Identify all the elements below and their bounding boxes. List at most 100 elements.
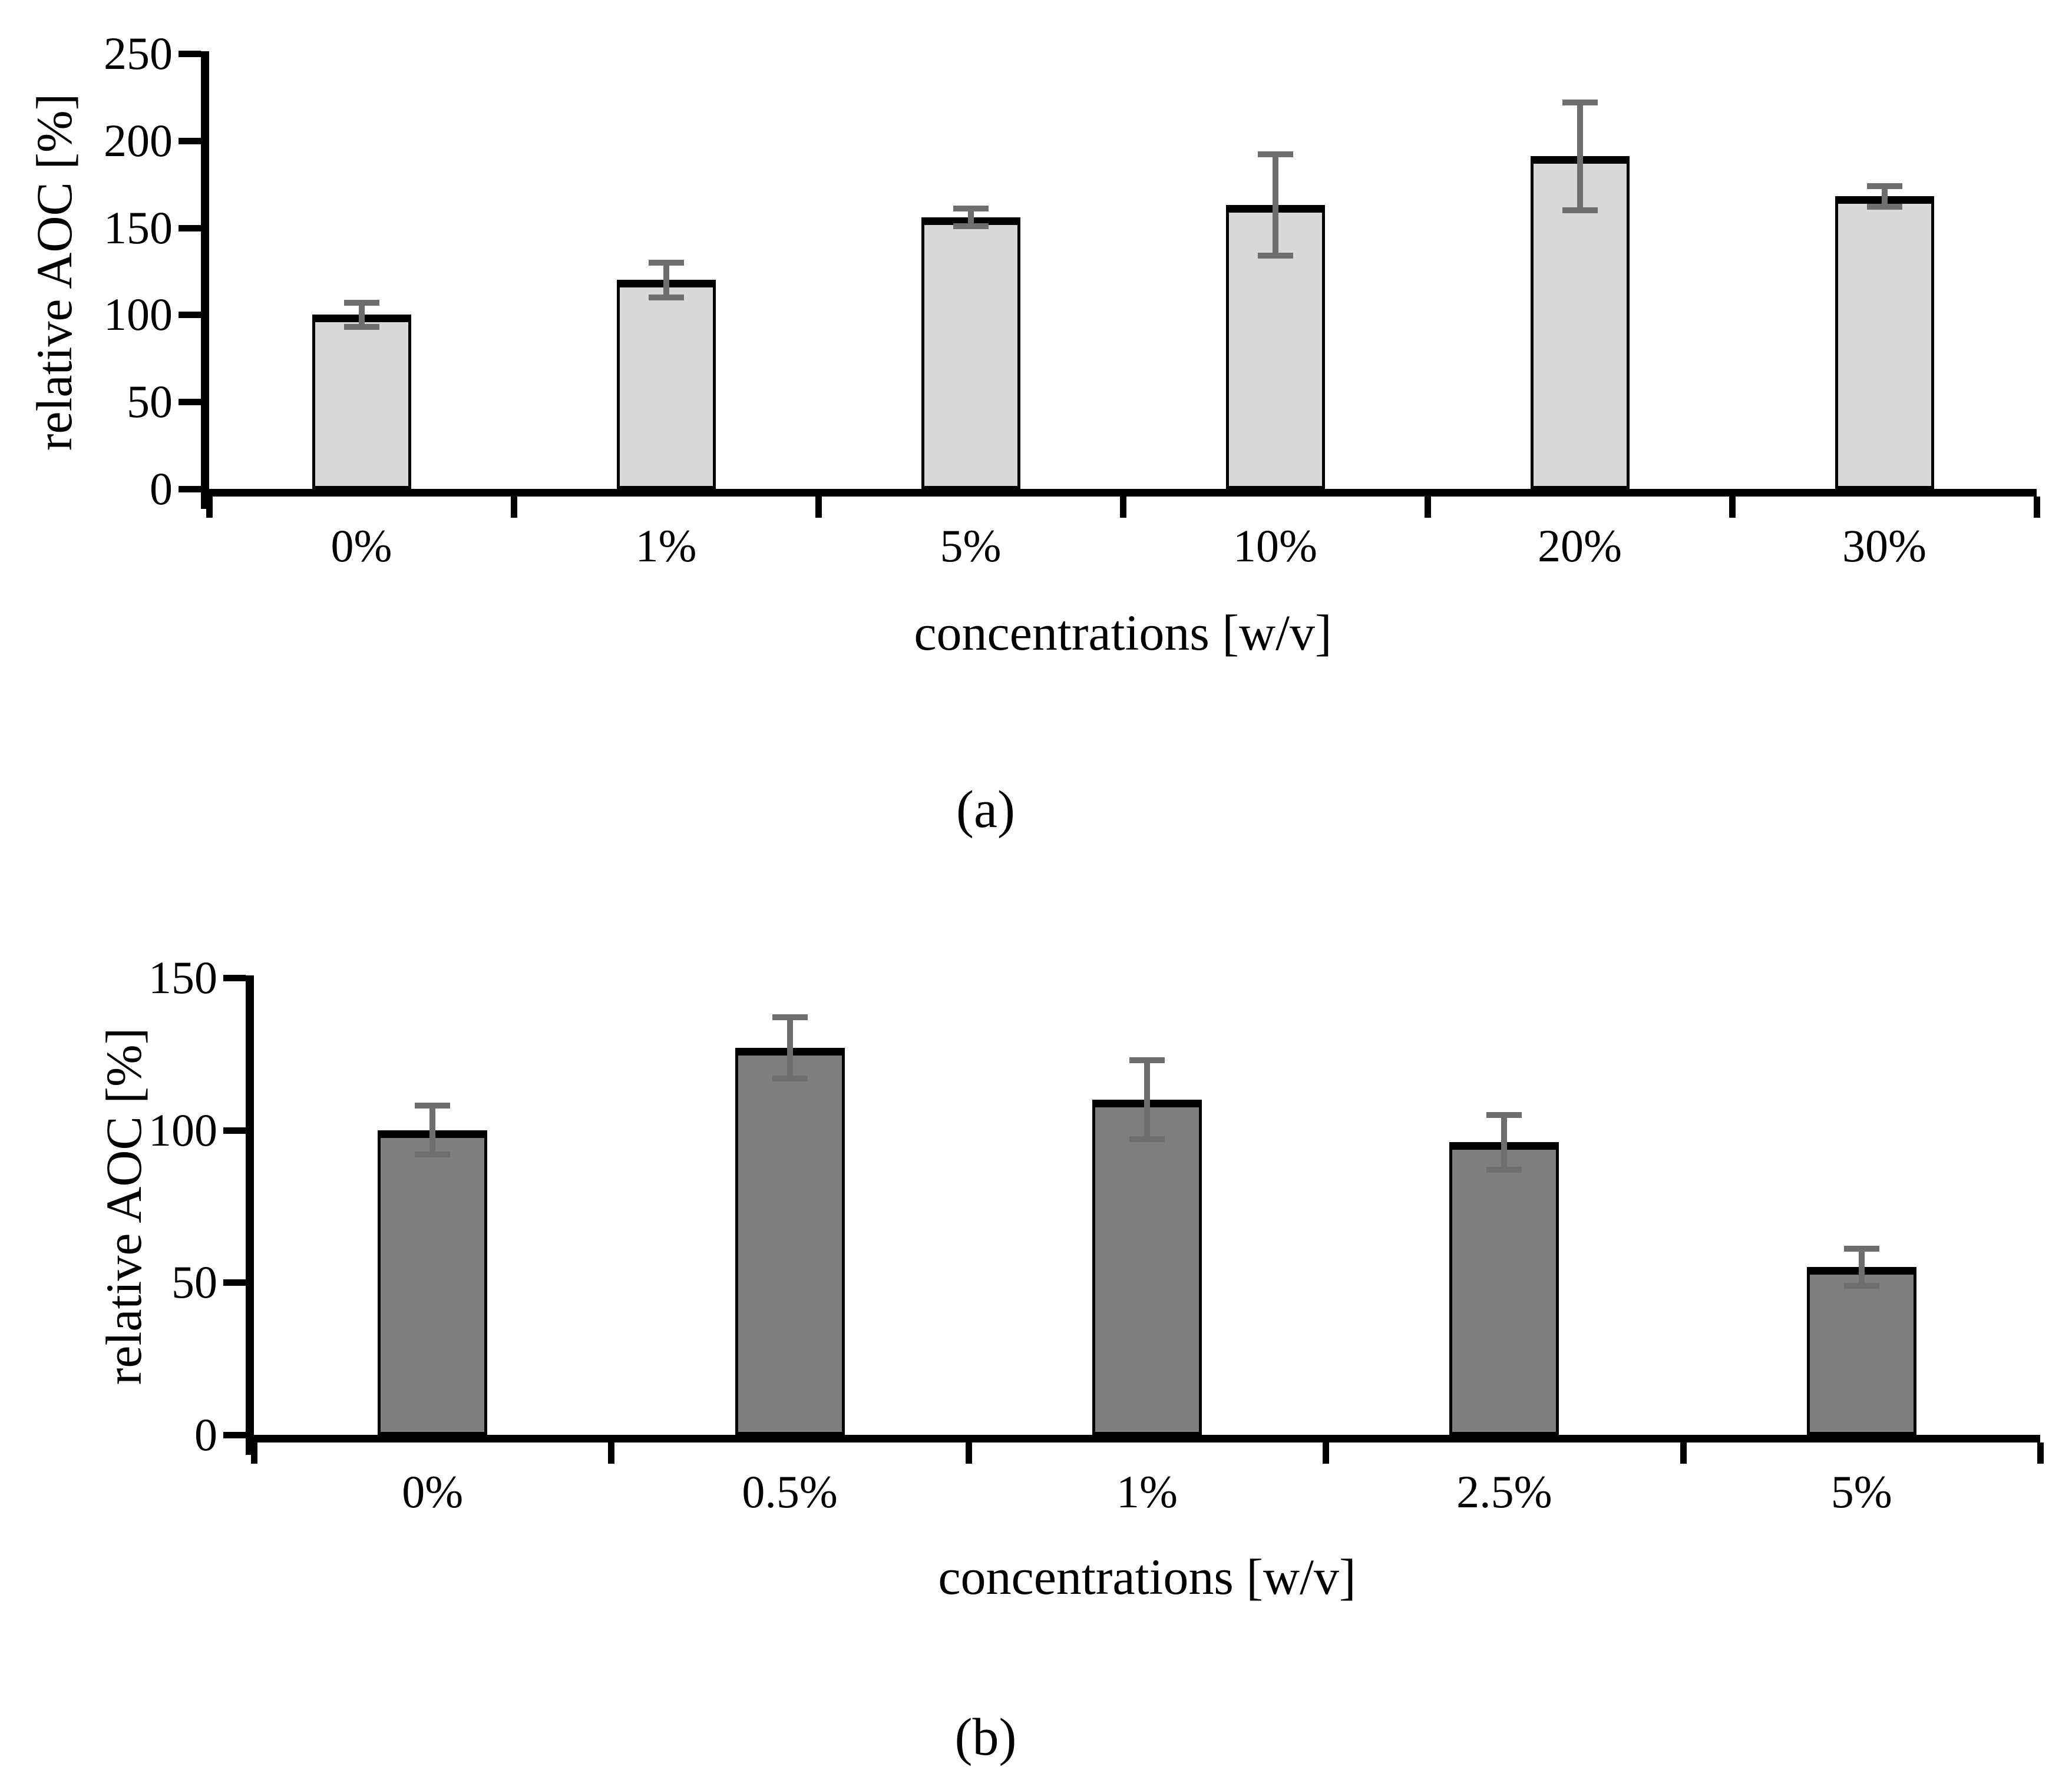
error-bar-cap-top — [1257, 151, 1293, 158]
x-category-label: 0.5% — [742, 1466, 838, 1517]
x-axis-title-a: concentrations [w/v] — [914, 604, 1332, 661]
error-bar-cap-top — [1486, 1111, 1522, 1118]
error-bar-cap-bottom — [1129, 1136, 1165, 1143]
error-bar — [429, 1106, 436, 1155]
error-bar-cap-top — [1562, 99, 1598, 105]
x-tick — [2037, 1442, 2044, 1464]
x-category-label: 0% — [331, 520, 392, 571]
x-category-label: 10% — [1233, 520, 1317, 571]
error-bar-cap-top — [415, 1103, 451, 1109]
error-bar-cap-bottom — [648, 294, 684, 300]
error-bar-cap-top — [953, 206, 989, 212]
x-category-label: 1% — [635, 520, 697, 571]
x-tick — [608, 1442, 615, 1464]
error-bar-cap-top — [648, 259, 684, 266]
error-bar-cap-top — [343, 299, 379, 306]
y-tick — [179, 486, 201, 492]
x-axis-title-b: concentrations [w/v] — [938, 1549, 1356, 1605]
y-axis-title-b: relative AOC [%] — [95, 1027, 152, 1385]
bar — [1092, 1099, 1202, 1435]
y-axis-line-a — [201, 51, 209, 509]
caption-b: (b) — [954, 1708, 1017, 1766]
y-tick-label: 0 — [150, 463, 173, 514]
bar — [312, 315, 411, 489]
error-bar-cap-top — [772, 1014, 808, 1021]
bar — [1806, 1267, 1916, 1435]
y-tick — [223, 1279, 246, 1286]
caption-a: (a) — [956, 780, 1015, 839]
y-tick — [179, 137, 201, 144]
bar — [1530, 156, 1630, 489]
y-tick-label: 50 — [127, 376, 173, 428]
y-tick — [179, 312, 201, 319]
x-category-label: 5% — [940, 520, 1002, 571]
bar — [921, 217, 1020, 489]
x-tick — [1680, 1442, 1687, 1464]
y-tick-label: 50 — [171, 1256, 217, 1308]
x-category-label: 1% — [1116, 1466, 1178, 1517]
plot-area-a: 0 50 100 150 200 250 0% 1% 5% 10% 20% 30% — [104, 31, 2040, 569]
y-tick — [179, 51, 201, 57]
y-tick-label: 100 — [148, 1104, 217, 1156]
x-tick — [2034, 497, 2040, 518]
error-bar — [1272, 154, 1278, 256]
y-tick-label: 150 — [104, 201, 173, 253]
y-tick-label: 200 — [104, 114, 173, 166]
y-tick — [223, 1432, 246, 1438]
y-tick — [179, 224, 201, 231]
x-tick — [1729, 497, 1736, 518]
error-bar-cap-top — [1866, 183, 1902, 189]
error-bar-cap-top — [1843, 1246, 1879, 1252]
error-bar-cap-bottom — [1486, 1166, 1522, 1173]
y-tick — [223, 975, 246, 981]
x-tick — [206, 497, 213, 518]
y-tick-label: 100 — [104, 289, 173, 340]
x-axis-line-a — [201, 489, 2037, 497]
x-axis-line-b — [246, 1435, 2040, 1442]
x-tick — [511, 497, 517, 518]
error-bar-cap-bottom — [1257, 252, 1293, 259]
y-tick — [223, 1127, 246, 1134]
y-tick — [179, 399, 201, 406]
x-category-label: 0% — [402, 1466, 464, 1517]
error-bar — [1881, 186, 1888, 207]
bar — [378, 1130, 488, 1435]
bar — [1225, 205, 1325, 489]
error-bar — [1501, 1114, 1508, 1170]
error-bar — [786, 1017, 793, 1078]
x-tick — [1425, 497, 1431, 518]
y-axis-title-a: relative AOC [%] — [26, 93, 82, 451]
bar — [1449, 1142, 1559, 1435]
error-bar-cap-bottom — [1562, 207, 1598, 214]
x-category-label: 20% — [1538, 520, 1622, 571]
error-bar-cap-bottom — [1866, 204, 1902, 210]
error-bar — [967, 209, 974, 226]
bar — [616, 280, 716, 489]
x-category-label: 5% — [1830, 1466, 1892, 1517]
x-category-label: 30% — [1842, 520, 1926, 571]
bar — [735, 1048, 845, 1435]
error-bar-cap-bottom — [1843, 1282, 1879, 1289]
plot-area-b: 0 50 100 150 0% 0.5% 1% 2.5% 5% — [148, 955, 2044, 1515]
x-tick — [965, 1442, 972, 1464]
error-bar-cap-bottom — [343, 324, 379, 330]
x-tick — [815, 497, 822, 518]
error-bar-cap-top — [1129, 1057, 1165, 1063]
x-category-label: 2.5% — [1456, 1466, 1552, 1517]
x-tick — [1323, 1442, 1330, 1464]
error-bar — [1144, 1060, 1150, 1140]
error-bar — [358, 302, 365, 327]
error-bar — [1858, 1249, 1865, 1286]
y-tick-label: 150 — [148, 952, 217, 1003]
error-bar-cap-bottom — [415, 1152, 451, 1158]
y-tick-label: 250 — [104, 28, 173, 79]
error-bar-cap-bottom — [772, 1075, 808, 1081]
y-axis-line-b — [246, 975, 254, 1455]
error-bar — [663, 262, 669, 297]
y-tick-label: 0 — [194, 1409, 217, 1460]
x-tick — [251, 1442, 257, 1464]
x-tick — [1120, 497, 1126, 518]
